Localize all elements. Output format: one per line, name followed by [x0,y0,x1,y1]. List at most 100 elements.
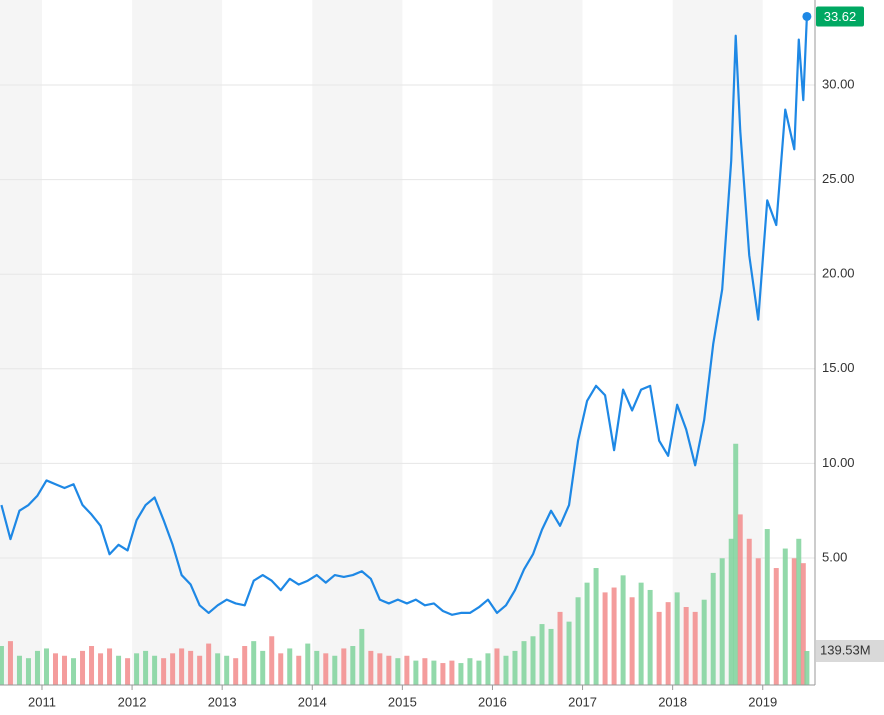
volume-bar [674,592,680,685]
volume-bar [503,655,509,685]
volume-bar [611,587,617,685]
price-line [0,16,808,616]
year-band [0,0,42,685]
volume-bar [476,660,482,685]
y-tick-label: 25.00 [822,171,855,186]
x-tick-label: 2016 [478,694,507,709]
year-band [492,0,583,685]
x-tick-label: 2011 [28,694,56,709]
volume-bar [773,568,779,685]
volume-bar [386,655,392,685]
volume-bar [215,653,221,685]
volume-bar [188,650,194,685]
volume-bar [224,655,230,685]
volume-bar [377,653,383,685]
volume-bar [620,575,626,685]
volume-bar [530,636,536,685]
volume-bar [557,611,563,685]
volume-bar [593,568,599,685]
volume-bar [665,602,671,685]
x-tick-label: 2018 [658,694,687,709]
volume-bar [395,658,401,685]
volume-bar [746,538,752,685]
x-tick-label: 2013 [208,694,237,709]
volume-bar [269,636,275,685]
volume-bar [548,628,554,685]
volume-bar [25,658,31,685]
volume-bar [52,653,58,685]
volume-bar [251,641,257,685]
volume-bar [34,650,40,685]
volume-bar [233,658,239,685]
volume-bar [539,624,545,685]
volume-bar [296,655,302,685]
volume-bar [733,443,739,685]
volume-bar [602,592,608,685]
volume-label-box [816,639,884,662]
volume-bar [638,582,644,685]
volume-bar [431,660,437,685]
volume-bar [440,663,446,685]
volume-bar [278,653,284,685]
volume-bar [449,660,455,685]
volume-bar [206,643,212,685]
volume-bar [566,621,572,685]
volume-bar [804,650,810,685]
volume-bar [485,653,491,685]
volume-bar [242,646,248,685]
volume-bar [710,572,716,685]
price-label-box [816,6,864,27]
volume-bar [719,558,725,685]
volume-bar [796,538,802,685]
volume-bar [170,653,176,685]
volume-bar [0,646,4,685]
volume-bar [800,563,806,685]
volume-bar [737,514,743,685]
volume-bar [647,589,653,685]
volume-bar [116,655,122,685]
volume-bar [782,548,788,685]
volume-bar [332,655,338,685]
volume-bar [521,641,527,685]
volume-bar [467,658,473,685]
x-tick-label: 2015 [388,694,417,709]
volume-bar [728,538,734,685]
volume-bar [584,582,590,685]
volume-bar [575,597,581,685]
y-tick-label: 30.00 [822,76,855,91]
volume-bar [629,597,635,685]
volume-bar [125,658,131,685]
volume-bar [62,655,68,685]
volume-bar [701,599,707,685]
volume-bar [161,658,167,685]
volume-bar [143,650,149,685]
volume-bar [755,558,761,685]
volume-bar [764,529,770,685]
year-band [312,0,403,685]
volume-bar [89,646,95,685]
volume-bar [98,653,104,685]
volume-bar [404,655,410,685]
x-tick-label: 2017 [568,694,597,709]
volume-bar [7,641,13,685]
x-tick-label: 2014 [298,694,327,709]
y-tick-label: 20.00 [822,266,855,281]
volume-bar [512,650,518,685]
volume-bar [350,646,356,685]
x-tick-label: 2012 [118,694,147,709]
volume-bar [323,653,329,685]
volume-bar [197,655,203,685]
y-tick-label: 15.00 [822,360,855,375]
volume-bar [16,655,22,685]
price-label: 33.62 [824,9,857,24]
x-tick-label: 2019 [748,694,777,709]
volume-bar [179,648,185,685]
volume-bar [134,653,140,685]
volume-bar [71,658,77,685]
last-point [802,11,812,21]
volume-bar [359,628,365,685]
volume-bar [80,650,86,685]
volume-bar [692,611,698,685]
volume-bar [314,650,320,685]
